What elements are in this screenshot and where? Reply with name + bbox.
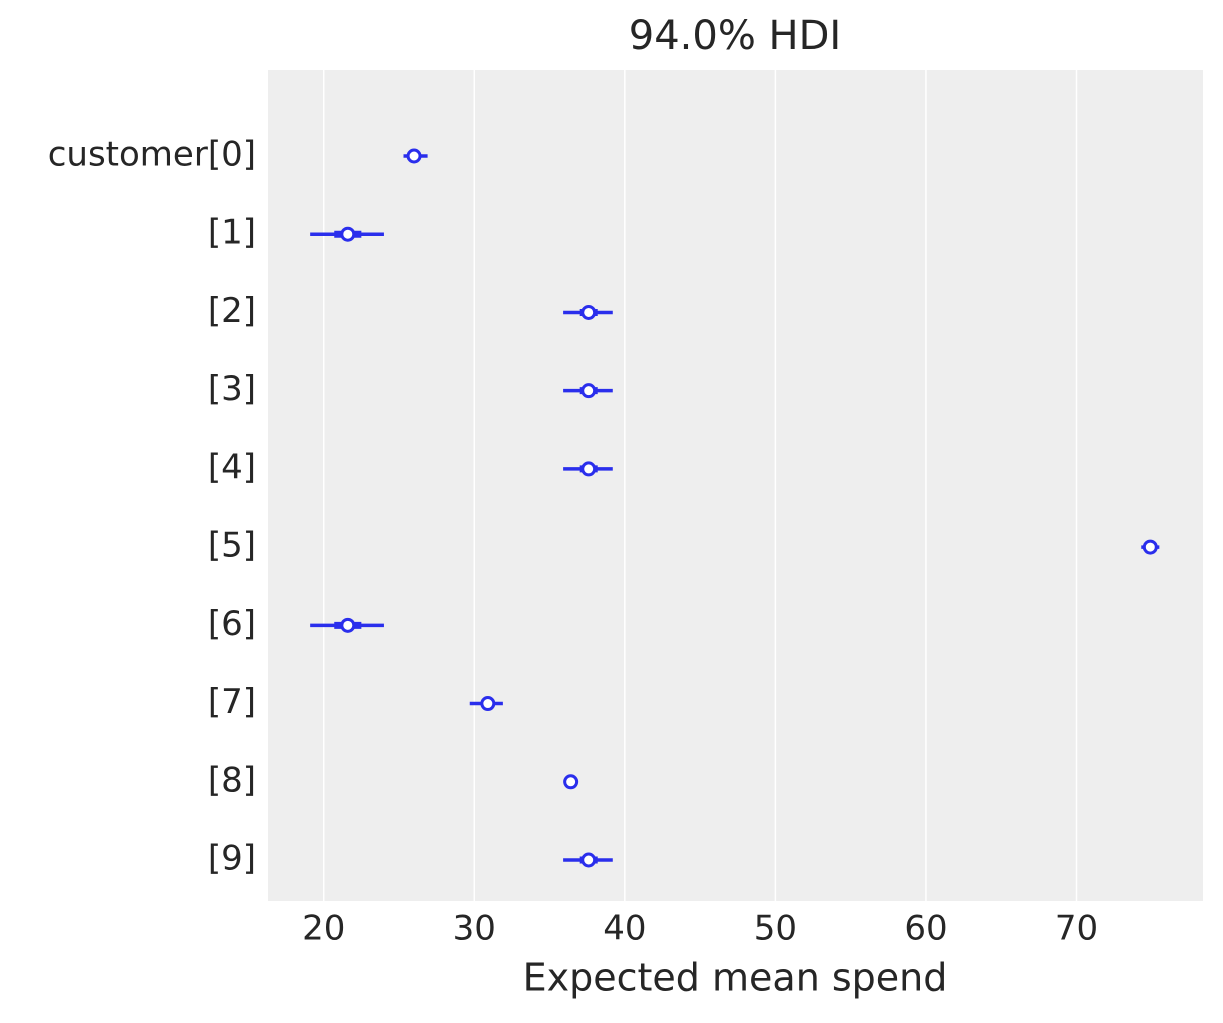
y-tick-label: [6] xyxy=(208,604,256,644)
mean-point xyxy=(480,696,496,712)
chart-title: 94.0% HDI xyxy=(629,13,841,59)
y-tick-label: [7] xyxy=(208,682,256,722)
mean-point xyxy=(581,304,597,320)
mean-point xyxy=(1142,539,1158,555)
y-tick-label: customer[0] xyxy=(48,135,256,175)
mean-point xyxy=(581,383,597,399)
y-tick-label: [9] xyxy=(208,839,256,879)
y-tick-label: [1] xyxy=(208,213,256,253)
x-tick-label: 30 xyxy=(453,909,496,949)
y-tick-label: [2] xyxy=(208,291,256,331)
x-tick-label: 20 xyxy=(302,909,345,949)
x-tick-label: 40 xyxy=(603,909,646,949)
y-tick-label: [8] xyxy=(208,760,256,800)
y-tick-label: [5] xyxy=(208,526,256,566)
mean-point xyxy=(406,148,422,164)
plot-area xyxy=(268,70,1203,901)
mean-point xyxy=(340,617,356,633)
y-tick-label: [3] xyxy=(208,369,256,409)
mean-point xyxy=(581,852,597,868)
mean-point xyxy=(581,461,597,477)
y-tick-label: [4] xyxy=(208,447,256,487)
x-tick-label: 50 xyxy=(754,909,797,949)
mean-point xyxy=(563,774,579,790)
x-tick-label: 70 xyxy=(1055,909,1098,949)
x-axis-label: Expected mean spend xyxy=(523,956,948,1000)
x-tick-label: 60 xyxy=(904,909,947,949)
mean-point xyxy=(340,226,356,242)
